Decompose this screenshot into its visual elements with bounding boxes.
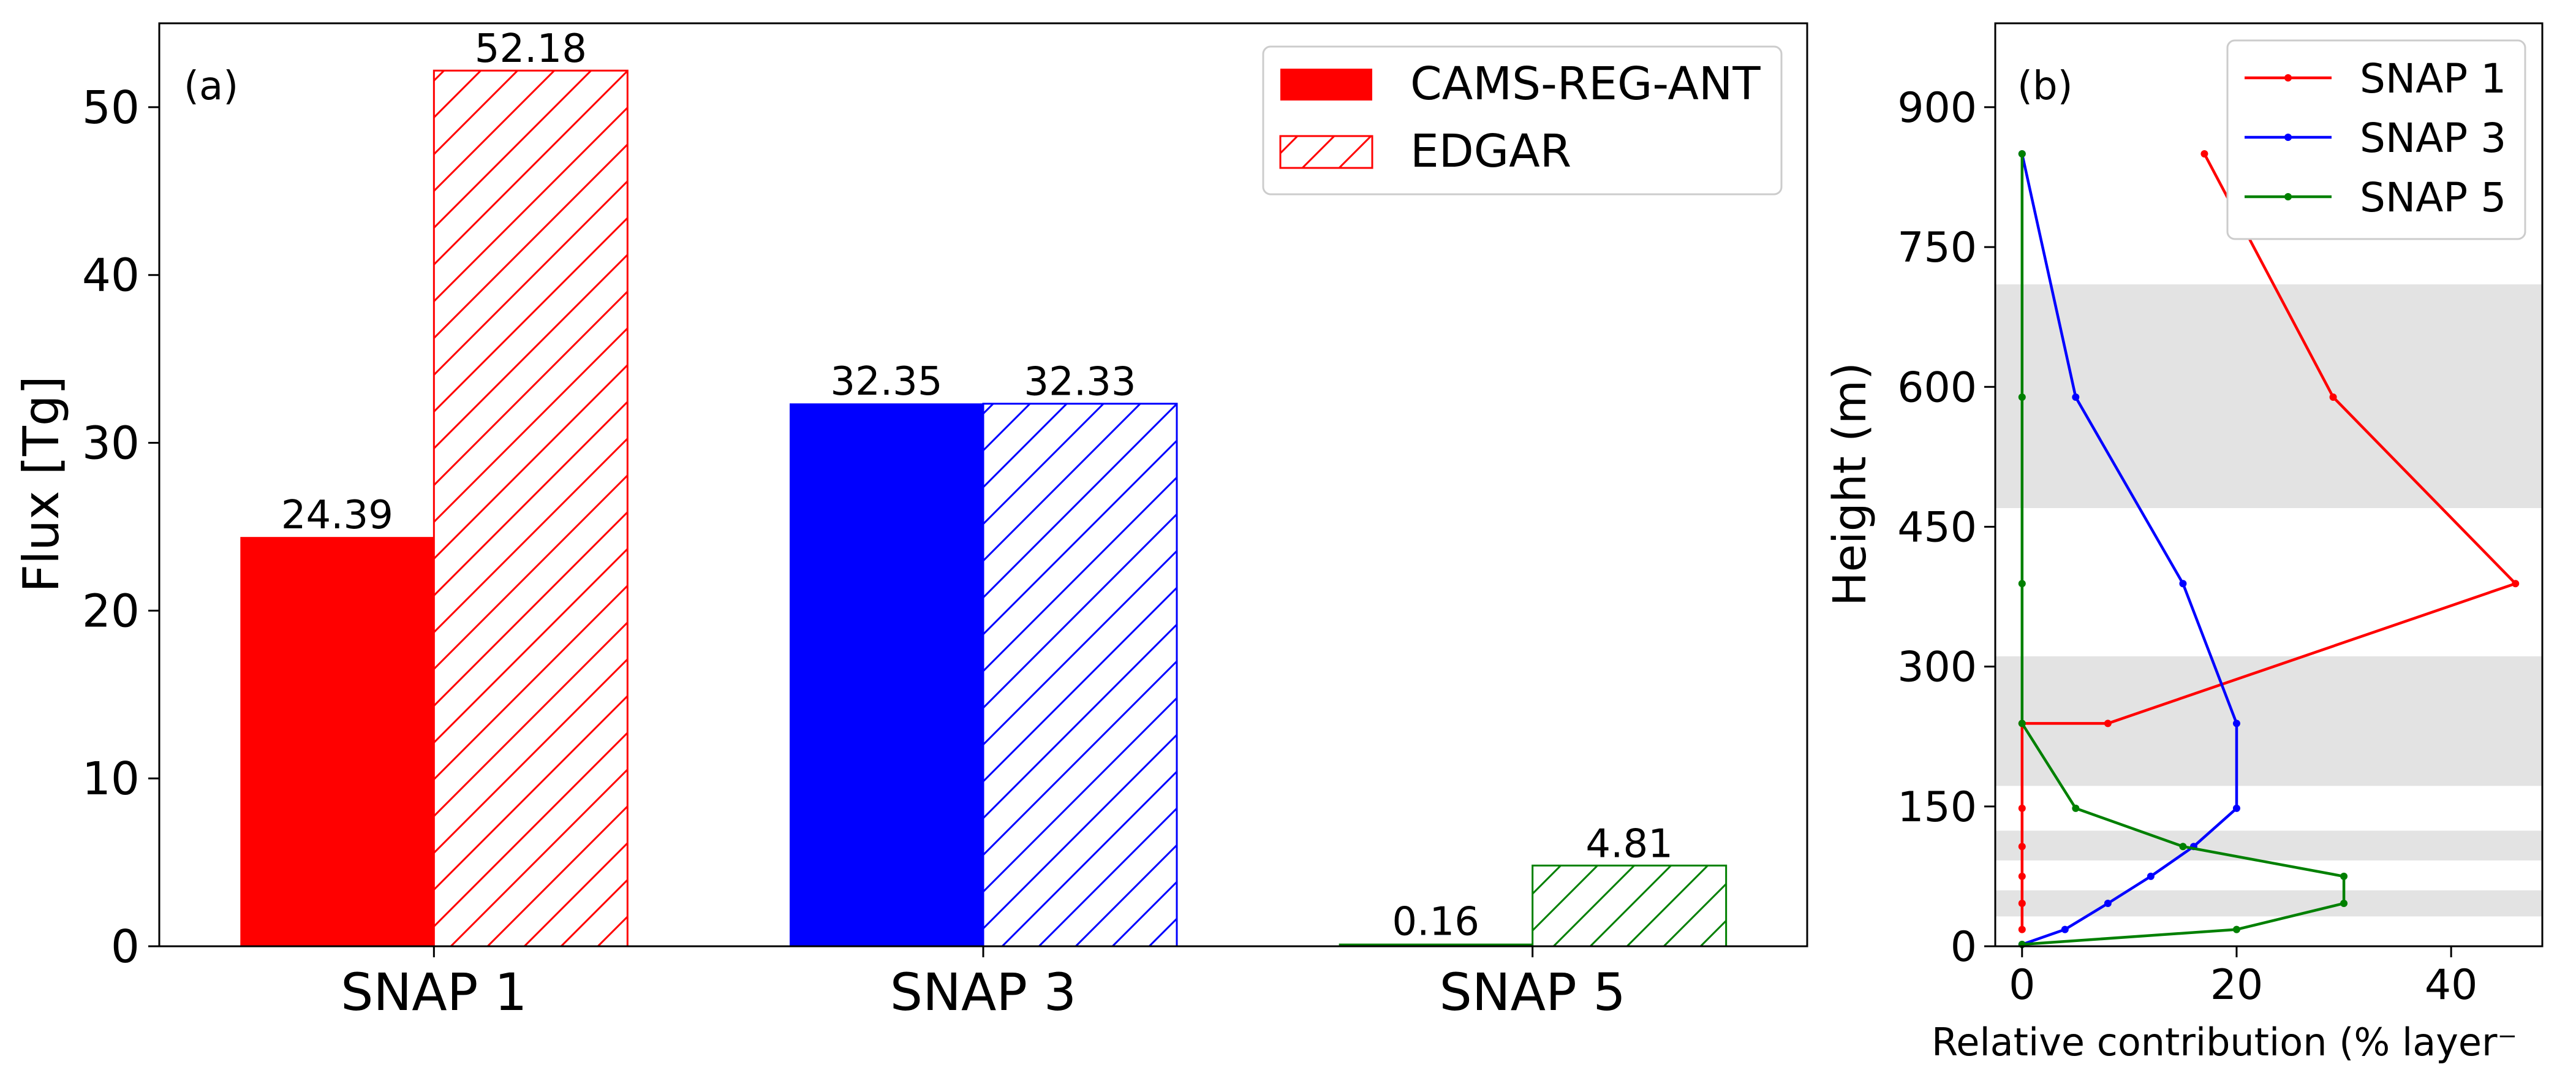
legend-entries: SNAP 1 SNAP 3 SNAP 5 (2245, 55, 2506, 221)
panel-label-a: (a) (184, 64, 238, 109)
point-snap-1 (2018, 872, 2026, 880)
bar-value-label: 0.16 (1392, 900, 1479, 945)
legend-swatch-edgar (1279, 135, 1373, 169)
bar-edgar-snap-1 (432, 69, 629, 947)
legend-label-snap-5: SNAP 5 (2360, 174, 2506, 221)
panel-a-bar-chart: 24.39 52.18 32.35 32.33 0.16 4.81 0 10 20 30 40 50… (13, 22, 1808, 1022)
legend-marker-snap-3 (2284, 134, 2292, 141)
point-snap-5 (2072, 804, 2080, 812)
point-snap-3 (2179, 580, 2187, 588)
y-tick-label: 900 (1897, 84, 1977, 132)
y-axis-ticks: 0 10 20 30 40 50 (82, 82, 159, 973)
point-snap-1 (2512, 580, 2520, 588)
y-tick-label: 10 (82, 753, 140, 805)
point-snap-3 (2147, 872, 2155, 880)
y-tick-label: 0 (1951, 923, 1977, 971)
point-snap-5 (2018, 150, 2026, 158)
y-tick-label: 450 (1897, 503, 1977, 552)
point-snap-1 (2018, 804, 2026, 812)
shaded-band (1995, 284, 2542, 509)
point-snap-5 (2340, 872, 2348, 880)
point-snap-5 (2232, 925, 2240, 933)
point-snap-1 (2018, 925, 2026, 933)
y-axis-label: Height (m) (1824, 362, 1876, 606)
x-tick-label: 40 (2425, 961, 2478, 1009)
legend-frame (2226, 39, 2526, 240)
y-tick-label: 150 (1897, 783, 1977, 832)
bar-value-label: 4.81 (1585, 821, 1673, 867)
x-tick-label: 0 (2009, 961, 2035, 1009)
y-tick-label: 40 (82, 249, 140, 302)
shaded-bands (1995, 284, 2542, 917)
line-snap-3 (2020, 153, 2238, 946)
point-snap-3 (2104, 900, 2112, 908)
point-snap-3 (2072, 393, 2080, 401)
point-snap-1 (2104, 720, 2112, 727)
bar-group (240, 69, 1728, 947)
x-axis-ticks: SNAP 1 SNAP 3 SNAP 5 (341, 946, 1626, 1022)
y-tick-label: 30 (82, 417, 140, 470)
x-tick-label: SNAP 5 (1439, 962, 1625, 1022)
y-tick-label: 300 (1897, 644, 1977, 692)
point-snap-5 (2179, 843, 2187, 851)
panel-label-b: (b) (2017, 64, 2073, 109)
line-snap-5 (2020, 154, 2346, 946)
point-snap-1 (2200, 150, 2208, 158)
legend: CAMS-REG-ANT EDGAR (1262, 45, 1783, 196)
x-axis-ticks: 0 20 40 (2009, 946, 2477, 1009)
bar-cams-reg-ant-snap-3 (790, 403, 983, 946)
legend: SNAP 1 SNAP 3 SNAP 5 (2226, 39, 2526, 240)
x-axis-label: Relative contribution (% layer⁻ (1932, 1020, 2517, 1065)
shaded-band (1995, 656, 2542, 786)
bar-cams-reg-ant-snap-5 (1339, 943, 1533, 946)
y-tick-label: 600 (1897, 363, 1977, 412)
legend-marker-snap-5 (2284, 193, 2292, 200)
point-snap-5 (2018, 580, 2026, 588)
y-tick-label: 0 (111, 921, 140, 973)
point-snap-1 (2018, 843, 2026, 851)
bar-value-labels: 24.39 52.18 32.35 32.33 0.16 4.81 (281, 26, 1673, 944)
y-axis-label: Flux [Tg] (13, 376, 70, 593)
legend-label-snap-3: SNAP 3 (2360, 115, 2506, 162)
legend-marker-snap-1 (2284, 74, 2292, 82)
legend-label-cams-reg-ant: CAMS-REG-ANT (1410, 58, 1761, 110)
y-axis-ticks: 0 150 300 450 600 750 900 (1897, 84, 1995, 971)
y-tick-label: 750 (1897, 224, 1977, 272)
point-snap-1 (2329, 393, 2337, 401)
panel-b-line-chart: 0 150 300 450 600 750 900 0 20 40 Height (m) Rel… (1824, 22, 2544, 1065)
point-snap-5 (2018, 720, 2026, 727)
legend-swatch-cams-reg-ant (1280, 69, 1372, 101)
legend-label-snap-1: SNAP 1 (2360, 55, 2506, 102)
x-tick-label: SNAP 1 (341, 962, 527, 1022)
y-tick-label: 50 (82, 82, 140, 134)
point-snap-5 (2018, 393, 2026, 401)
bar-edgar-snap-3 (982, 403, 1178, 947)
bar-value-label: 24.39 (281, 493, 393, 538)
bar-edgar-snap-5 (1532, 864, 1728, 947)
point-snap-3 (2061, 925, 2069, 933)
y-tick-label: 20 (82, 585, 140, 637)
x-tick-label: SNAP 3 (890, 962, 1076, 1022)
line-snap-1 (2020, 153, 2517, 930)
series-lines (2018, 150, 2520, 948)
point-snap-1 (2018, 900, 2026, 908)
shaded-band (1995, 830, 2542, 861)
legend-label-edgar: EDGAR (1410, 125, 1571, 178)
point-snap-5 (2340, 900, 2348, 908)
bar-value-label: 32.35 (830, 359, 942, 404)
point-snap-3 (2232, 720, 2240, 727)
panel-b-frame (1994, 22, 2544, 947)
x-tick-label: 20 (2210, 961, 2264, 1009)
point-snap-3 (2232, 804, 2240, 812)
bar-value-label: 52.18 (475, 26, 587, 72)
bar-value-label: 32.33 (1024, 360, 1136, 405)
bar-cams-reg-ant-snap-1 (240, 537, 434, 946)
legend-frame (1262, 45, 1783, 196)
shaded-band (1995, 890, 2542, 917)
